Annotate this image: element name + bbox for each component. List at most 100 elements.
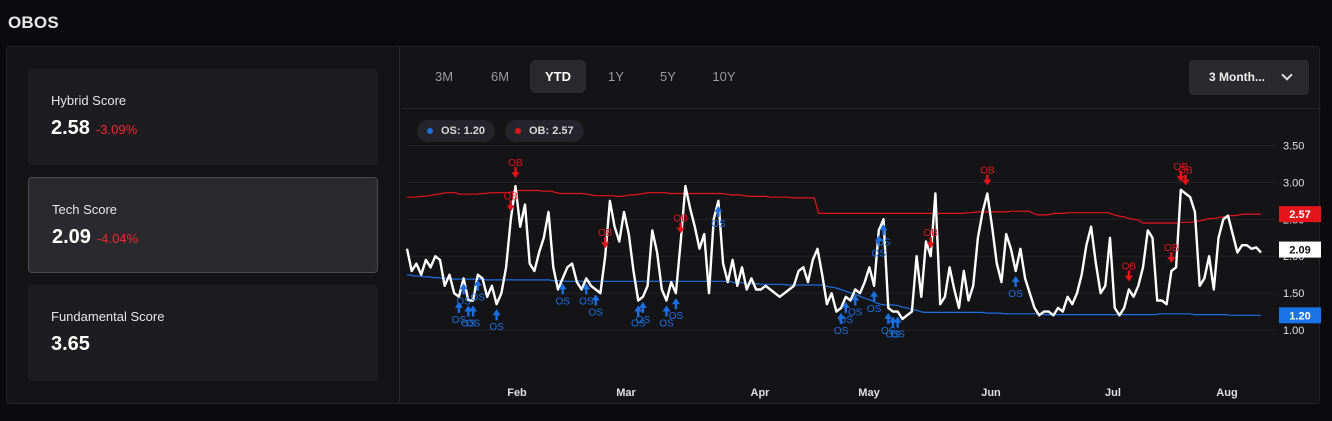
- score-list: Hybrid Score 2.58 -3.09% Tech Score 2.09-…: [7, 47, 400, 403]
- os-arrow-icon: [870, 290, 879, 302]
- os-arrow-icon: [469, 305, 478, 317]
- ob-marker: OB: [598, 228, 613, 249]
- x-tick-label: Jun: [981, 387, 1001, 399]
- os-marker-label: OS: [867, 304, 882, 315]
- ob-marker-label: OB: [673, 213, 688, 224]
- x-tick-label: Aug: [1216, 387, 1237, 399]
- ob-marker: OB: [673, 213, 688, 234]
- ob-marker: OB: [504, 191, 519, 212]
- x-tick-label: Apr: [751, 387, 771, 399]
- os-arrow-icon: [662, 305, 671, 317]
- tab-1y[interactable]: 1Y: [608, 69, 624, 84]
- os-value-badge: [1279, 307, 1321, 324]
- os-arrow-icon: [888, 316, 897, 328]
- os-marker-label: OS: [848, 307, 863, 318]
- hybrid-score-number: 2.58: [51, 117, 90, 139]
- score-value-badge: [1279, 241, 1321, 258]
- ob-arrow-icon: [1176, 170, 1185, 182]
- os-marker: OS: [867, 290, 882, 315]
- ob-marker-label: OB: [923, 228, 938, 239]
- os-marker: OS: [636, 301, 651, 326]
- x-tick-label: Mar: [616, 387, 636, 399]
- os-marker: OS: [659, 305, 674, 330]
- os-marker-label: OS: [589, 307, 604, 318]
- ob-marker: OB: [508, 158, 523, 179]
- ob-marker: OB: [1178, 165, 1193, 186]
- os-arrow-icon: [591, 294, 600, 306]
- obos-panel: Hybrid Score 2.58 -3.09% Tech Score 2.09-…: [6, 46, 1321, 404]
- ob-arrow-icon: [1124, 270, 1133, 282]
- ob-marker: OB: [1164, 243, 1179, 263]
- fundamental-score-card[interactable]: Fundamental Score 3.65: [28, 285, 378, 381]
- period-dropdown[interactable]: 3 Month...: [1189, 60, 1309, 95]
- os-marker: OS: [466, 305, 481, 330]
- os-marker: OS: [489, 309, 504, 333]
- os-marker: OS: [872, 235, 887, 259]
- os-marker-label: OS: [579, 296, 594, 307]
- os-marker-label: OS: [872, 248, 887, 259]
- fundamental-score-number: 3.65: [51, 333, 90, 355]
- os-marker: OS: [579, 283, 594, 307]
- tab-5y[interactable]: 5Y: [660, 69, 676, 84]
- ob-marker: OB: [1122, 261, 1136, 282]
- ob-marker-label: OB: [598, 228, 613, 239]
- os-marker-label: OS: [456, 296, 471, 307]
- os-marker: OS: [881, 312, 896, 337]
- x-tick-label: Feb: [507, 387, 527, 399]
- chart-area: 3M 6M YTD 1Y 5Y 10Y 3 Month... OS: 1.20 …: [401, 47, 1321, 403]
- os-arrow-icon: [492, 309, 501, 321]
- os-legend: OS: 1.20: [417, 120, 496, 142]
- ob-arrow-icon: [511, 167, 520, 179]
- fundamental-score-value: 3.65: [51, 333, 96, 356]
- os-marker-label: OS: [636, 315, 651, 326]
- os-marker: OS: [834, 312, 849, 337]
- ob-arrow-icon: [1167, 252, 1176, 263]
- y-tick-label: 1.50: [1283, 288, 1304, 300]
- os-arrow-icon: [473, 279, 482, 291]
- os-marker: OS: [461, 305, 476, 330]
- tech-score-label: Tech Score: [52, 202, 118, 217]
- os-marker-label: OS: [711, 219, 726, 230]
- ob-series-line: [407, 189, 1261, 224]
- tab-ytd[interactable]: YTD: [530, 60, 586, 93]
- os-arrow-icon: [459, 283, 468, 295]
- os-arrow-icon: [671, 298, 680, 310]
- ob-arrow-icon: [506, 200, 515, 212]
- ob-marker: OB: [923, 228, 938, 249]
- os-marker: OS: [876, 224, 891, 248]
- os-marker-label: OS: [1008, 289, 1023, 300]
- ob-arrow-icon: [676, 222, 685, 234]
- os-marker: OS: [1008, 276, 1023, 300]
- os-marker: OS: [589, 294, 604, 318]
- os-arrow-icon: [582, 283, 591, 295]
- ob-arrow-icon: [601, 237, 610, 249]
- os-marker: OS: [471, 279, 485, 304]
- hybrid-score-card[interactable]: Hybrid Score 2.58 -3.09%: [28, 69, 378, 165]
- tab-10y[interactable]: 10Y: [712, 69, 736, 84]
- tech-score-value: 2.09 -4.04%: [52, 226, 138, 249]
- ob-legend-dot: [515, 128, 521, 134]
- os-arrow-icon: [464, 305, 473, 317]
- os-marker-label: OS: [461, 319, 476, 330]
- page-title: OBOS: [8, 13, 59, 32]
- os-marker: OS: [711, 205, 726, 230]
- os-marker: OS: [890, 316, 905, 341]
- tab-6m[interactable]: 6M: [490, 69, 510, 84]
- os-arrow-icon: [454, 301, 463, 313]
- os-marker-label: OS: [834, 326, 849, 337]
- ob-marker-label: OB: [504, 191, 519, 202]
- os-arrow-icon: [1011, 276, 1020, 287]
- os-arrow-icon: [841, 301, 850, 313]
- os-marker-label: OS: [881, 326, 896, 337]
- os-arrow-icon: [884, 312, 893, 324]
- os-marker-label: OS: [452, 315, 467, 326]
- x-tick-label: Jul: [1105, 387, 1121, 399]
- y-tick-label: 3.50: [1283, 140, 1304, 152]
- tab-3m[interactable]: 3M: [434, 69, 454, 84]
- os-marker: OS: [848, 294, 863, 318]
- os-marker: OS: [839, 301, 853, 326]
- tech-score-card[interactable]: Tech Score 2.09 -4.04%: [28, 177, 378, 273]
- ob-marker-label: OB: [1178, 165, 1193, 176]
- os-arrow-icon: [558, 283, 567, 295]
- os-legend-dot: [427, 128, 433, 134]
